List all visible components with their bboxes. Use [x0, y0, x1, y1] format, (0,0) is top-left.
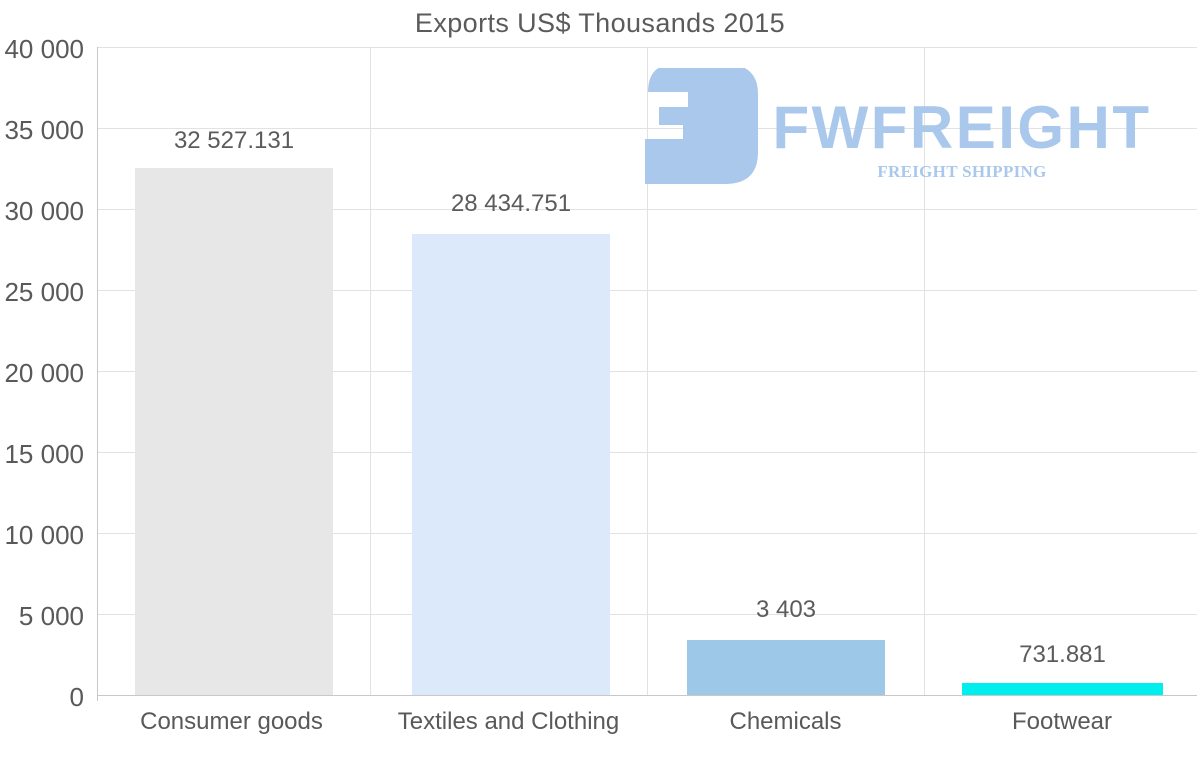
svg-text:FREIGHT SHIPPING: FREIGHT SHIPPING: [877, 162, 1046, 181]
svg-text:FWFREIGHT: FWFREIGHT: [772, 94, 1151, 161]
